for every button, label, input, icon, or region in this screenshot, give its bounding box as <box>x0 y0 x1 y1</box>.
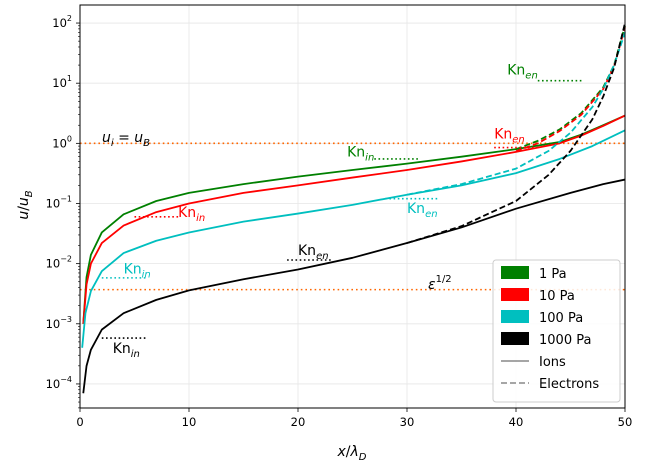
knudsen-label-en: Knen <box>507 62 538 81</box>
reference-label-ui-ub: ui = uB <box>102 130 150 149</box>
series-group <box>81 22 626 394</box>
reference-lines <box>80 142 625 291</box>
knudsen-label-in: Knin <box>347 145 374 164</box>
legend-swatch <box>501 310 529 323</box>
series-line-10pa-electrons <box>515 27 626 153</box>
knudsen-label-in: Knin <box>124 262 151 281</box>
series-line-1pa-ions <box>82 114 626 324</box>
knudsen-label-en: Knen <box>407 201 438 220</box>
knudsen-markers: Knen Knin Knen Knin Knen Knin Knen Knin <box>101 62 582 360</box>
series-line-10pa-ions <box>82 114 626 324</box>
y-tick-label: 10−4 <box>46 375 72 391</box>
series-line-1000pa-electrons <box>406 22 626 244</box>
legend-label: 1000 Pa <box>539 333 591 348</box>
y-tick-label: 102 <box>52 14 72 30</box>
reference-label-epsilon: ε1/2 <box>428 274 452 293</box>
legend-swatch <box>501 332 529 345</box>
y-tick-label: 101 <box>52 74 72 90</box>
knudsen-label-en: Knen <box>298 243 329 262</box>
knudsen-label-in: Knin <box>113 341 140 360</box>
x-tick-label: 30 <box>400 415 415 429</box>
y-tick-label: 10−3 <box>46 315 72 331</box>
legend-label: 1 Pa <box>539 267 567 282</box>
knudsen-label-en: Knen <box>494 127 525 146</box>
legend-label: 10 Pa <box>539 289 575 304</box>
series-line-1pa-electrons <box>515 25 626 151</box>
knudsen-label-in: Knin <box>178 205 205 224</box>
legend-label: Electrons <box>539 377 599 392</box>
series-line-100pa-ions <box>81 129 626 348</box>
x-axis-label: x/λD <box>336 444 366 463</box>
y-axis-label: u/uB <box>16 190 35 219</box>
x-tick-label: 40 <box>509 415 524 429</box>
legend-label: 100 Pa <box>539 311 583 326</box>
y-tick-label: 10−1 <box>46 194 72 210</box>
x-tick-label: 50 <box>618 415 633 429</box>
legend-swatch <box>501 288 529 301</box>
y-tick-label: 100 <box>52 134 72 150</box>
x-tick-label: 0 <box>76 415 83 429</box>
x-tick-label: 10 <box>182 415 197 429</box>
x-tick-label: 20 <box>291 415 306 429</box>
legend-swatch <box>501 266 529 279</box>
axis-ticks: 0 10 20 30 40 50 10−4 10−3 10−2 10−1 100 101 102 <box>46 14 633 429</box>
series-line-1000pa-ions <box>82 178 626 394</box>
y-tick-label: 10−2 <box>46 255 72 271</box>
series-line-100pa-electrons <box>406 32 626 196</box>
legend: 1 Pa 10 Pa 100 Pa 1000 Pa Ions Electrons <box>492 259 621 403</box>
legend-label: Ions <box>539 355 566 370</box>
